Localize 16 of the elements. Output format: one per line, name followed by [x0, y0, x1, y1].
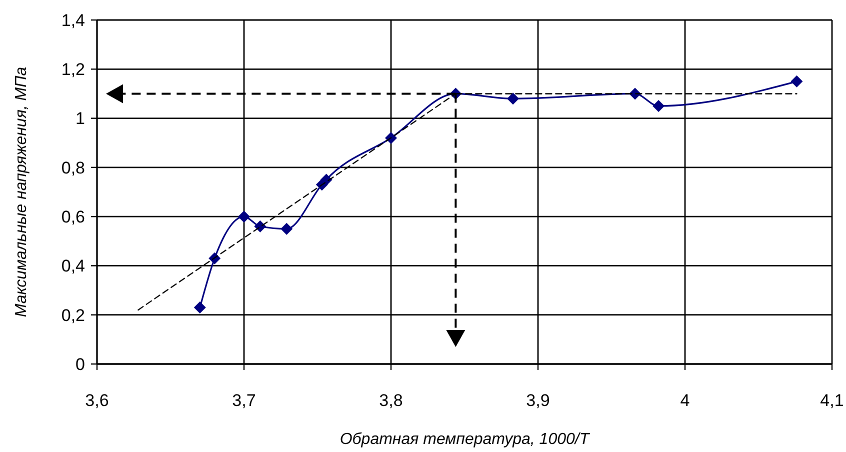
y-tick-label: 0,8: [61, 158, 85, 178]
x-tick-label: 3,6: [85, 391, 109, 410]
x-tick-label: 3,7: [232, 391, 256, 410]
y-axis-title: Максимальные напряжения, МПа: [13, 66, 30, 318]
y-tick-label: 0,4: [61, 256, 85, 276]
x-tick-label: 4,1: [820, 391, 844, 410]
y-tick-label: 1: [76, 109, 85, 128]
x-tick-label: 3,9: [526, 391, 550, 410]
y-tick-label: 1,2: [61, 60, 85, 80]
x-axis-title: Обратная температура, 1000/T: [340, 431, 590, 448]
x-tick-label: 4: [680, 391, 690, 410]
y-tick-label: 0,2: [61, 306, 85, 325]
y-tick-label: 0,6: [61, 208, 85, 227]
y-tick-label: 1,4: [61, 10, 85, 30]
y-tick-label: 0: [76, 354, 85, 374]
x-tick-label: 3,8: [379, 391, 403, 410]
